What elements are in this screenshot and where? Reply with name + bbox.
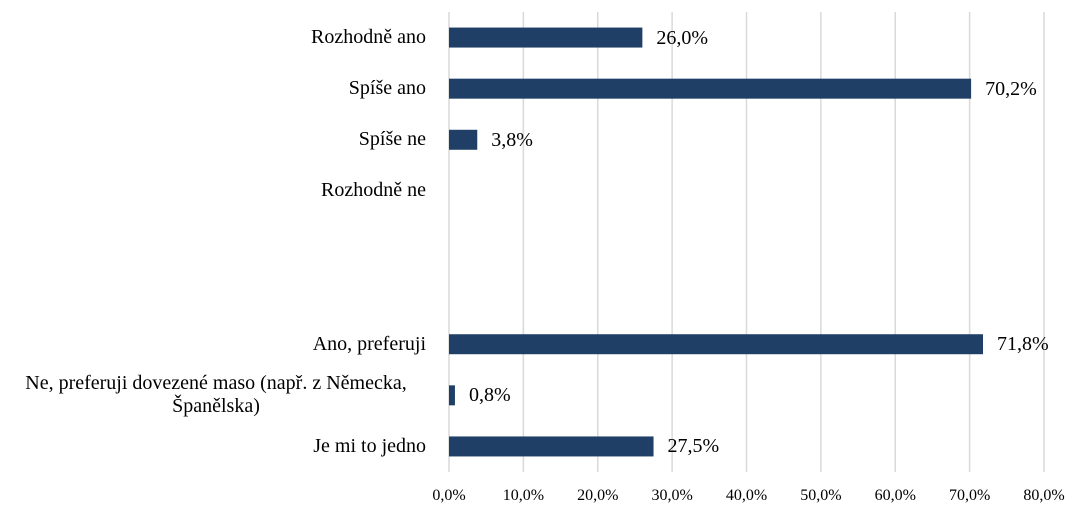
y-tick-text: Je mi to jedno (313, 434, 426, 457)
x-tick-label: 20,0% (577, 487, 619, 504)
bar (449, 27, 643, 48)
y-tick-label: Ne, preferuji dovezené maso (např. z Něm… (6, 372, 426, 418)
bar (449, 78, 972, 99)
y-tick-text: Ano, preferuji (312, 332, 426, 355)
bar (449, 436, 654, 457)
bar (449, 129, 478, 150)
y-tick-label: Ano, preferuji (6, 333, 426, 356)
y-tick-text: Rozhodně ano (311, 26, 426, 49)
data-label: 27,5% (667, 435, 720, 458)
y-tick-text: Spíše ne (358, 128, 426, 151)
x-tick-label: 40,0% (725, 487, 768, 504)
y-tick-text: Rozhodně ne (321, 179, 426, 202)
data-label: 0,8% (468, 384, 511, 407)
x-tick-label: 30,0% (651, 487, 693, 504)
x-tick-label: 70,0% (948, 487, 991, 504)
x-tick-label: 10,0% (502, 487, 545, 504)
x-tick-label: 50,0% (800, 487, 842, 504)
data-label: 71,8% (997, 333, 1049, 356)
x-tick-label: 80,0% (1023, 487, 1065, 504)
y-tick-label: Rozhodně ano (6, 26, 426, 49)
x-tick-label: 60,0% (874, 487, 916, 504)
data-label: 3,8% (491, 128, 533, 151)
y-tick-text: Ne, preferuji dovezené maso (např. z Něm… (25, 372, 407, 418)
y-tick-label: Spíše ne (6, 128, 426, 151)
bar (449, 385, 455, 406)
data-label: 26,0% (656, 26, 709, 49)
y-tick-label: Spíše ano (6, 77, 426, 100)
y-tick-text: Spíše ano (348, 77, 426, 100)
y-tick-label: Je mi to jedno (6, 435, 426, 458)
bar (449, 334, 984, 355)
x-tick-label: 0,0% (432, 487, 466, 504)
data-label: 70,2% (985, 77, 1037, 100)
y-tick-label: Rozhodně ne (6, 179, 426, 202)
